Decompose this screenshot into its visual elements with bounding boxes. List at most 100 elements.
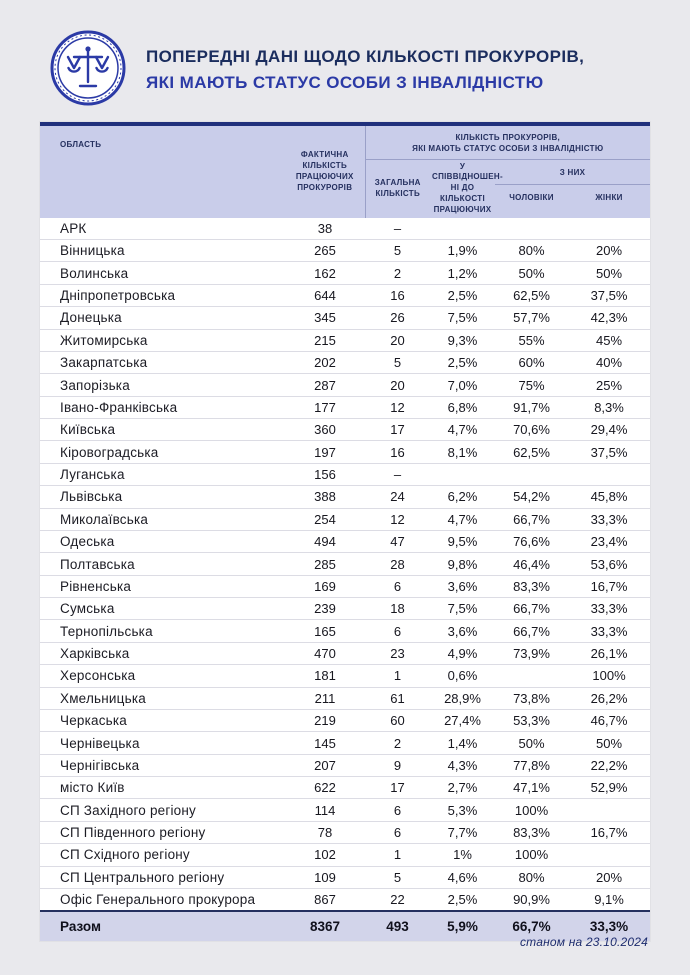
men-cell: 57,7% xyxy=(495,306,568,330)
total-count-cell: – xyxy=(365,463,430,487)
women-cell: 50% xyxy=(568,261,651,285)
actual-count-cell: 265 xyxy=(285,239,365,263)
stats-table-card: ОБЛАСТЬ ФАКТИЧНА КІЛЬКІСТЬ ПРАЦЮЮЧИХ ПРО… xyxy=(40,122,651,942)
total-count-cell: 28 xyxy=(365,552,430,576)
region-cell: Одеська xyxy=(40,530,285,554)
total-count-cell: 1 xyxy=(365,664,430,688)
table-row: Офіс Генерального прокурора 867 22 2,5% 90,9… xyxy=(40,888,651,912)
region-cell: Чернігівська xyxy=(40,754,285,778)
region-cell: Тернопільська xyxy=(40,619,285,643)
women-cell: 33,3% xyxy=(568,619,651,643)
table-row: Луганська 156– xyxy=(40,463,651,487)
men-cell: 55% xyxy=(495,329,568,352)
title-line-1: ПОПЕРЕДНІ ДАНІ ЩОДО КІЛЬКОСТІ ПРОКУРОРІВ… xyxy=(146,47,585,66)
ratio-cell: 4,3% xyxy=(430,754,495,778)
men-cell: 62,5% xyxy=(495,284,568,308)
ratio-cell: 4,6% xyxy=(430,866,495,889)
table-row: Івано-Франківська 177 12 6,8% 91,7% 8,3% xyxy=(40,396,651,420)
table-header: ОБЛАСТЬ ФАКТИЧНА КІЛЬКІСТЬ ПРАЦЮЮЧИХ ПРО… xyxy=(40,126,651,218)
ratio-cell: 9,5% xyxy=(430,530,495,554)
region-cell: Дніпропетровська xyxy=(40,284,285,308)
prosecutors-disability-table: ОБЛАСТЬ ФАКТИЧНА КІЛЬКІСТЬ ПРАЦЮЮЧИХ ПРО… xyxy=(40,126,651,942)
total-count-cell: 60 xyxy=(365,709,430,733)
total-count-cell: – xyxy=(365,217,430,241)
women-cell: 46,7% xyxy=(568,709,651,733)
table-row: Чернігівська 207 9 4,3% 77,8% 22,2% xyxy=(40,754,651,778)
total-ratio: 5,9% xyxy=(430,910,495,942)
table-row: СП Східного регіону 102 1 1% 100% xyxy=(40,843,651,867)
ratio-cell: 2,7% xyxy=(430,776,495,800)
table-row: Чернівецька 145 2 1,4% 50% 50% xyxy=(40,731,651,755)
women-cell: 53,6% xyxy=(568,552,651,576)
women-cell xyxy=(568,217,651,241)
actual-count-cell: 239 xyxy=(285,597,365,621)
region-cell: Чернівецька xyxy=(40,731,285,755)
total-count-cell: 6 xyxy=(365,575,430,599)
actual-count-cell: 388 xyxy=(285,485,365,509)
total-count-cell: 17 xyxy=(365,418,430,442)
men-cell: 80% xyxy=(495,866,568,889)
ratio-cell: 4,9% xyxy=(430,642,495,666)
ratio-cell: 7,0% xyxy=(430,373,495,397)
table-row: Одеська 494 47 9,5% 76,6% 23,4% xyxy=(40,530,651,554)
table-row: Херсонська 181 1 0,6% 100% xyxy=(40,664,651,688)
total-count-cell: 16 xyxy=(365,284,430,308)
men-cell: 54,2% xyxy=(495,485,568,509)
women-cell: 20% xyxy=(568,866,651,889)
women-cell: 23,4% xyxy=(568,530,651,554)
ratio-cell: 2,5% xyxy=(430,351,495,375)
men-cell: 83,3% xyxy=(495,575,568,599)
table-row: Вінницька 265 5 1,9% 80% 20% xyxy=(40,239,651,263)
col-header-group-disability: КІЛЬКІСТЬ ПРОКУРОРІВ, ЯКІ МАЮТЬ СТАТУС О… xyxy=(364,126,651,160)
ratio-cell: 7,5% xyxy=(430,597,495,621)
ratio-cell: 1,9% xyxy=(430,239,495,263)
women-cell: 45,8% xyxy=(568,485,651,509)
actual-count-cell: 102 xyxy=(285,843,365,867)
table-row: Кіровоградська 197 16 8,1% 62,5% 37,5% xyxy=(40,440,651,464)
region-cell: Миколаївська xyxy=(40,508,285,531)
table-footer: Разом 8367 493 5,9% 66,7% 33,3% xyxy=(40,910,651,942)
total-count-cell: 5 xyxy=(365,866,430,889)
table-row: Харківська 470 23 4,9% 73,9% 26,1% xyxy=(40,642,651,666)
men-cell: 47,1% xyxy=(495,776,568,800)
actual-count-cell: 254 xyxy=(285,508,365,531)
men-cell xyxy=(495,463,568,487)
ratio-cell: 1% xyxy=(430,843,495,867)
table-row: СП Центрального регіону 109 5 4,6% 80% 20% xyxy=(40,866,651,889)
total-count-cell: 2 xyxy=(365,261,430,285)
women-cell: 40% xyxy=(568,351,651,375)
total-count-cell: 16 xyxy=(365,440,430,464)
women-cell: 20% xyxy=(568,239,651,263)
women-cell: 9,1% xyxy=(568,888,651,912)
ratio-cell: 7,7% xyxy=(430,821,495,845)
region-cell: Івано-Франківська xyxy=(40,396,285,420)
table-row: Рівненська 169 6 3,6% 83,3% 16,7% xyxy=(40,575,651,599)
total-count-cell: 22 xyxy=(365,888,430,912)
men-cell xyxy=(495,217,568,241)
ratio-cell: 6,8% xyxy=(430,396,495,420)
women-cell: 33,3% xyxy=(568,597,651,621)
ratio-cell: 1,4% xyxy=(430,731,495,755)
table-row: АРК 38– xyxy=(40,217,651,241)
actual-count-cell: 644 xyxy=(285,284,365,308)
men-cell: 70,6% xyxy=(495,418,568,442)
total-count-cell: 6 xyxy=(365,821,430,845)
region-cell: Луганська xyxy=(40,463,285,487)
men-cell: 66,7% xyxy=(495,619,568,643)
women-cell: 25% xyxy=(568,373,651,397)
actual-count-cell: 169 xyxy=(285,575,365,599)
table-row: Київська 360 17 4,7% 70,6% 29,4% xyxy=(40,418,651,442)
region-cell: Херсонська xyxy=(40,664,285,688)
ratio-cell: 2,5% xyxy=(430,888,495,912)
men-cell: 62,5% xyxy=(495,440,568,464)
table-row: Сумська 239 18 7,5% 66,7% 33,3% xyxy=(40,597,651,621)
col-header-women: ЖІНКИ xyxy=(568,184,651,218)
ratio-cell: 2,5% xyxy=(430,284,495,308)
as-of-date-note: станом на 23.10.2024 xyxy=(519,935,648,949)
prosecutor-emblem-logo xyxy=(50,30,126,106)
actual-count-cell: 215 xyxy=(285,329,365,352)
women-cell: 100% xyxy=(568,664,651,688)
ratio-cell: 8,1% xyxy=(430,440,495,464)
actual-count-cell: 177 xyxy=(285,396,365,420)
